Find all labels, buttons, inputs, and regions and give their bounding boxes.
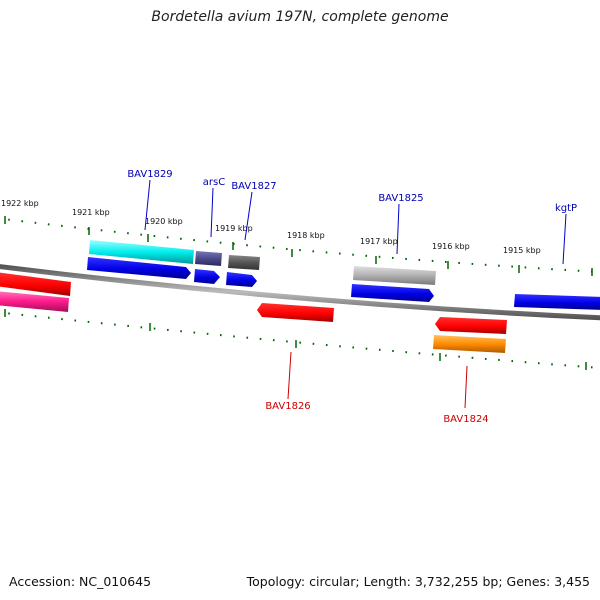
- genome-summary-text: Topology: circular; Length: 3,732,255 bp…: [246, 574, 590, 589]
- leader-arsc: [210, 187, 214, 238]
- feature-grey: [353, 266, 436, 285]
- leader-bav1824: [464, 365, 468, 409]
- scale-label-1916: 1916 kbp: [432, 242, 470, 251]
- gene-label-arsc[interactable]: arsC: [203, 177, 225, 188]
- feature-cyan: [89, 240, 194, 264]
- gene-label-bav1824[interactable]: BAV1824: [443, 414, 488, 425]
- feature-purple: [195, 251, 222, 266]
- leader-bav1825: [396, 203, 400, 255]
- leader-bav1829: [144, 179, 151, 231]
- map-title: Bordetella avium 197N, complete genome: [151, 9, 449, 25]
- lower-tick-ring: [0, 311, 600, 369]
- leader-kgtp: [562, 213, 567, 265]
- gene-arrow-arsc[interactable]: [194, 269, 220, 284]
- genome-backbone: [0, 264, 600, 321]
- scale-label-1920: 1920 kbp: [145, 217, 183, 226]
- gene-label-kgtp[interactable]: kgtP: [555, 203, 577, 214]
- gene-label-bav1829[interactable]: BAV1829: [127, 169, 172, 180]
- accession-text: Accession: NC_010645: [9, 574, 152, 589]
- major-ticks: [4, 216, 593, 370]
- gene-arrow-bav1827[interactable]: [226, 272, 257, 287]
- scale-label-1918: 1918 kbp: [287, 231, 325, 240]
- scale-label-1921: 1921 kbp: [72, 208, 110, 217]
- gene-label-bav1827[interactable]: BAV1827: [231, 181, 276, 192]
- scale-label-1917: 1917 kbp: [360, 237, 398, 246]
- gene-arrow-left-pink: [0, 291, 69, 312]
- gene-arrow-bav1825[interactable]: [351, 284, 434, 302]
- gene-label-bav1825[interactable]: BAV1825: [378, 193, 423, 204]
- gene-arrow-left-red: [0, 272, 71, 296]
- gene-arrow-bav1826[interactable]: [257, 303, 334, 322]
- gene-label-bav1826[interactable]: BAV1826: [265, 401, 310, 412]
- gene-arrow-bav1824[interactable]: [435, 317, 507, 334]
- gene-arrow-kgtp[interactable]: [514, 294, 600, 310]
- feature-orange: [433, 335, 506, 353]
- gene-arrow-bav1829[interactable]: [87, 257, 191, 279]
- scale-label-1922: 1922 kbp: [1, 199, 39, 208]
- scale-label-1915: 1915 kbp: [503, 246, 541, 255]
- scale-label-1919: 1919 kbp: [215, 224, 253, 233]
- feature-dark: [228, 255, 260, 270]
- leader-bav1826: [287, 351, 292, 400]
- leader-bav1827: [244, 191, 253, 241]
